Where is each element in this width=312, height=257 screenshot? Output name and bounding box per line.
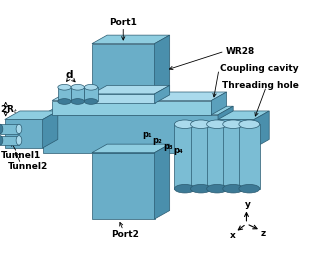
Ellipse shape (84, 99, 98, 104)
Ellipse shape (71, 99, 84, 104)
Polygon shape (239, 124, 260, 189)
Ellipse shape (174, 185, 195, 193)
Polygon shape (218, 106, 233, 153)
Polygon shape (84, 87, 98, 102)
Polygon shape (52, 92, 227, 100)
Text: d: d (66, 70, 73, 80)
Polygon shape (43, 115, 218, 153)
Text: p₂: p₂ (153, 136, 162, 145)
Ellipse shape (58, 99, 71, 104)
Text: p₁: p₁ (142, 130, 152, 139)
Polygon shape (191, 124, 212, 189)
Polygon shape (212, 92, 227, 115)
Polygon shape (71, 87, 84, 102)
Ellipse shape (223, 185, 244, 193)
Text: z: z (261, 229, 266, 238)
Ellipse shape (239, 185, 260, 193)
Bar (0, 124, 19, 134)
Ellipse shape (58, 84, 71, 90)
Ellipse shape (207, 120, 227, 128)
Polygon shape (58, 87, 71, 102)
Text: y: y (246, 200, 251, 209)
Polygon shape (92, 44, 154, 100)
Polygon shape (5, 111, 58, 120)
Ellipse shape (191, 185, 212, 193)
Polygon shape (223, 124, 244, 189)
Text: WR28: WR28 (226, 47, 255, 56)
Text: x: x (230, 231, 236, 240)
Ellipse shape (239, 120, 260, 128)
Polygon shape (218, 120, 254, 148)
Polygon shape (92, 94, 154, 103)
Polygon shape (207, 124, 227, 189)
Text: Coupling cavity: Coupling cavity (220, 64, 299, 73)
Polygon shape (52, 100, 212, 115)
Ellipse shape (191, 120, 212, 128)
Polygon shape (154, 85, 170, 103)
Bar (0, 136, 19, 145)
Polygon shape (92, 35, 170, 44)
Ellipse shape (207, 185, 227, 193)
Ellipse shape (71, 84, 84, 90)
Polygon shape (5, 120, 43, 148)
Ellipse shape (174, 120, 195, 128)
Text: Tunnel1: Tunnel1 (1, 151, 41, 160)
Ellipse shape (84, 84, 98, 90)
Ellipse shape (16, 136, 22, 145)
Ellipse shape (0, 124, 3, 134)
Text: p₃: p₃ (163, 142, 173, 151)
Polygon shape (43, 106, 233, 115)
Polygon shape (218, 111, 269, 120)
Polygon shape (174, 124, 195, 189)
Polygon shape (254, 111, 269, 148)
Polygon shape (154, 144, 170, 219)
Text: Port1: Port1 (109, 18, 137, 27)
Text: Tunnel2: Tunnel2 (7, 162, 48, 171)
Polygon shape (92, 144, 170, 153)
Polygon shape (92, 85, 170, 94)
Polygon shape (154, 35, 170, 100)
Text: Port2: Port2 (111, 230, 139, 239)
Text: 2R$_t$: 2R$_t$ (0, 104, 18, 116)
Polygon shape (92, 153, 154, 219)
Text: p₄: p₄ (173, 146, 183, 155)
Ellipse shape (223, 120, 244, 128)
Ellipse shape (0, 136, 3, 145)
Ellipse shape (16, 124, 22, 134)
Polygon shape (43, 111, 58, 148)
Text: Threading hole: Threading hole (222, 81, 299, 90)
